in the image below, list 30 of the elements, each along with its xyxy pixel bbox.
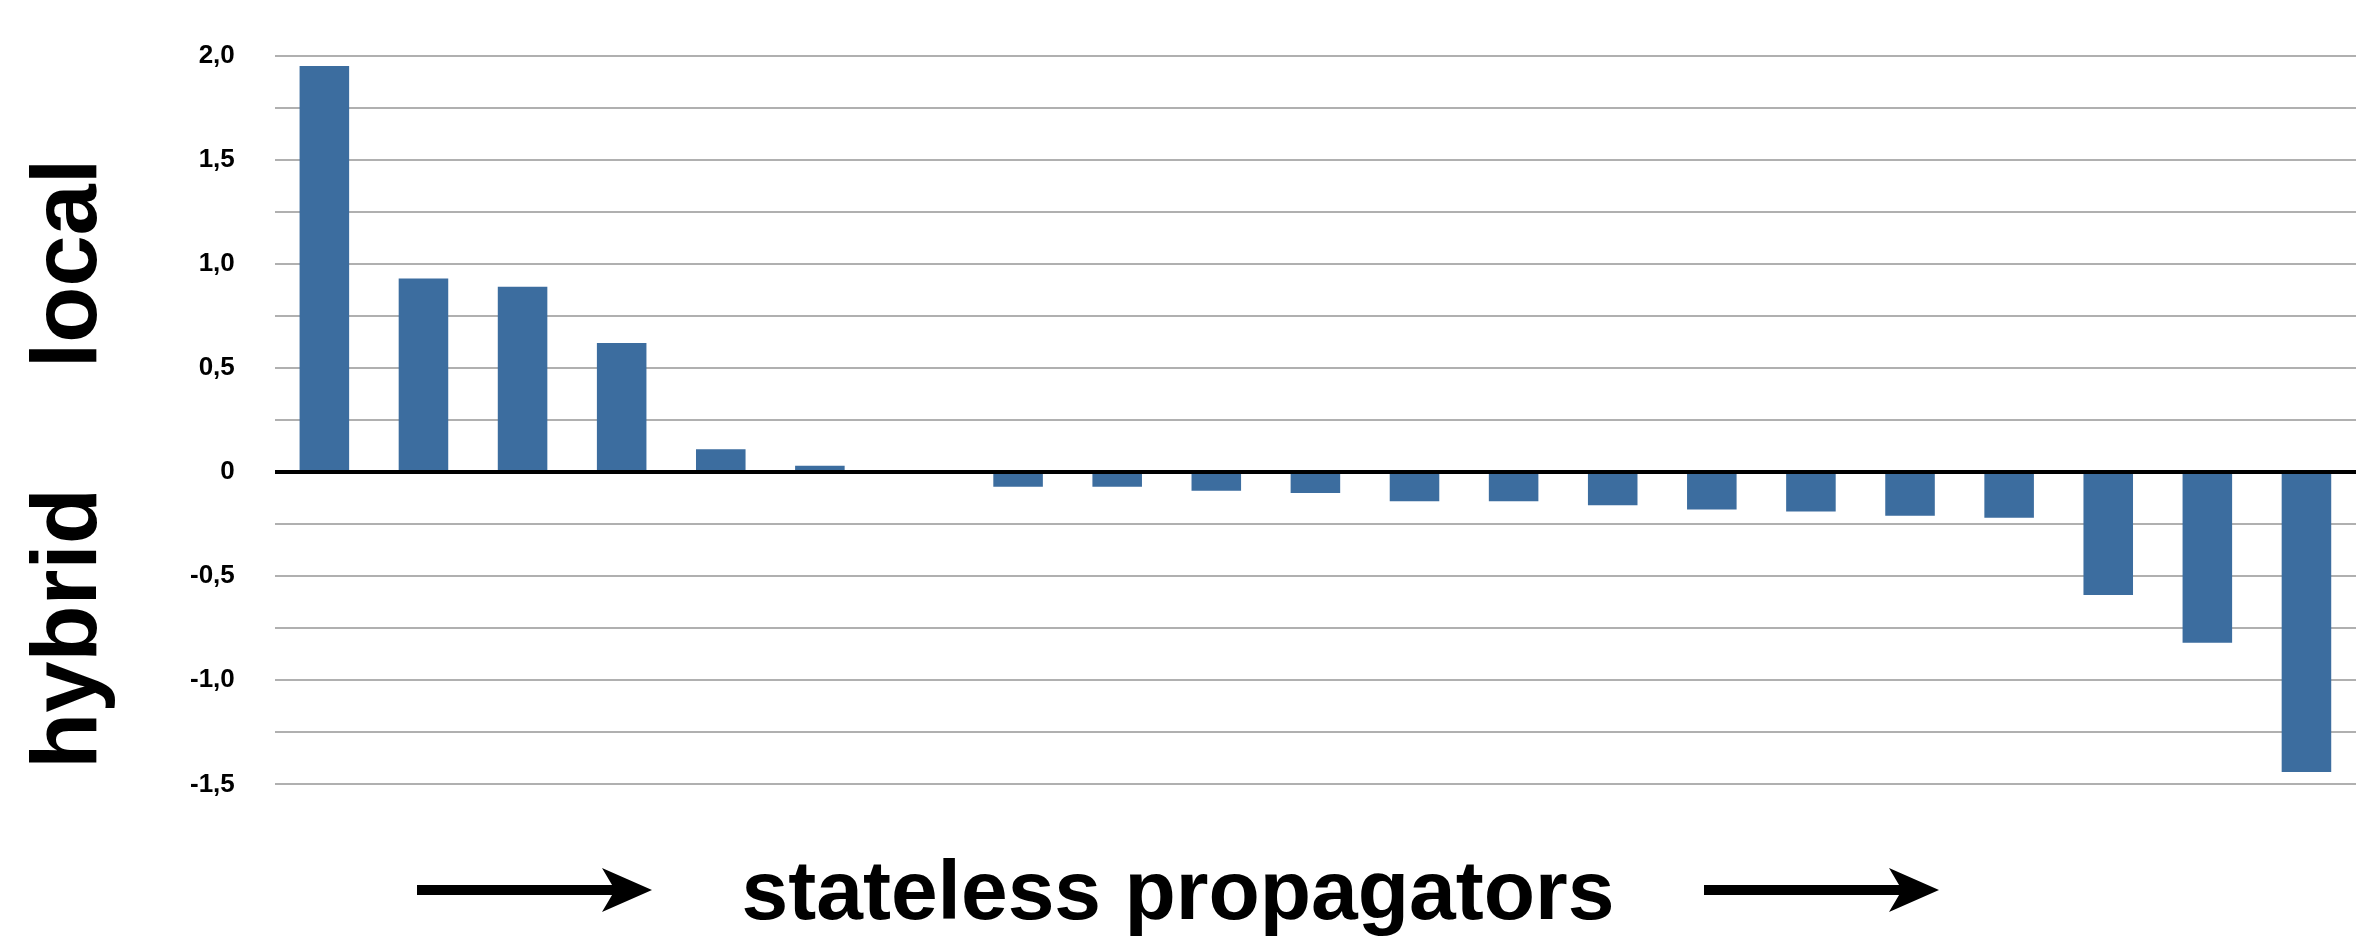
- y-tick-label: -1,0: [189, 663, 235, 694]
- y-tick-label: 0,5: [198, 351, 235, 382]
- bar: [299, 66, 350, 471]
- bar: [497, 286, 548, 471]
- bar: [398, 278, 449, 471]
- y-tick-label: 2,0: [198, 38, 235, 69]
- bar: [596, 342, 647, 471]
- x-axis-title: stateless propagators: [741, 841, 1615, 939]
- bar: [1389, 474, 1440, 502]
- bar: [1984, 474, 2034, 518]
- bar: [2083, 474, 2134, 595]
- bar: [2182, 474, 2233, 643]
- bar: [1191, 474, 1242, 491]
- y-tick-label: 1,0: [198, 247, 235, 277]
- bar: [993, 474, 1043, 487]
- y-tick-label: 0: [220, 455, 235, 486]
- bar: [1587, 474, 1638, 506]
- y-tick-label: 1,5: [198, 142, 235, 173]
- text: local: [12, 158, 117, 369]
- bar: [1687, 474, 1737, 510]
- y-tick-label: -1,5: [189, 767, 235, 798]
- bar: [696, 449, 746, 471]
- bar: [1786, 474, 1836, 512]
- bar: [1290, 474, 1341, 493]
- text: hybrid: [12, 487, 117, 769]
- y-tick-label: -0,5: [189, 559, 235, 590]
- bar: [1885, 474, 1935, 516]
- bar: [2281, 474, 2332, 772]
- bar: [1092, 474, 1142, 487]
- bar: [1488, 474, 1539, 502]
